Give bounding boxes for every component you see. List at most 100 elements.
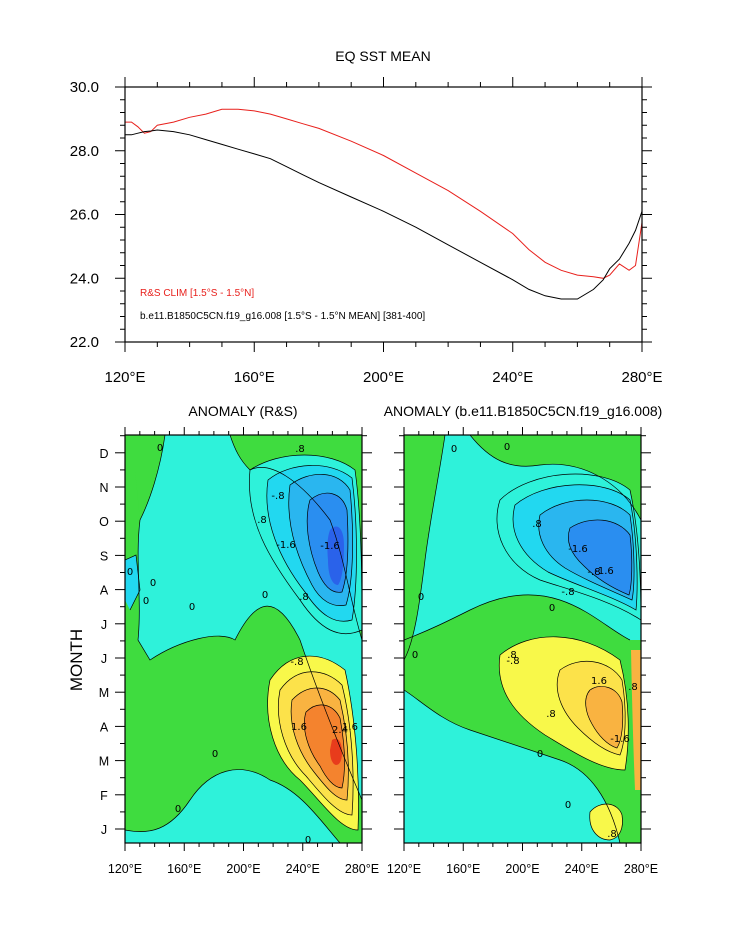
anomaly-rs-y-ticks: J F M A M J J A S O N D <box>99 435 372 837</box>
model-region-neg3 <box>568 519 632 595</box>
y-tick-label: 24.0 <box>70 270 99 287</box>
top-chart-x-ticks: 120°E 160°E 200°E 240°E 280°E <box>104 77 663 386</box>
month-axis-label: MONTH <box>67 629 86 691</box>
month-tick-label: A <box>100 584 109 598</box>
x-tick-label: 200°E <box>226 862 260 876</box>
contour-label: 0 <box>565 800 571 811</box>
x-tick-label: 280°E <box>345 862 379 876</box>
month-tick-label: S <box>100 549 108 563</box>
month-tick-label: M <box>99 755 109 769</box>
x-tick-label: 200°E <box>363 369 404 386</box>
contour-label: .8 <box>295 444 305 455</box>
contour-label: 0 <box>127 567 133 578</box>
model-region-east-strip <box>631 650 641 790</box>
model-region-pos2 <box>585 686 623 748</box>
contour-label: 0 <box>451 444 457 455</box>
y-tick-label: 22.0 <box>70 334 99 351</box>
model-region-pos-small <box>589 804 623 840</box>
contour-label: -1.6 <box>594 566 614 577</box>
top-chart-frame <box>124 86 643 343</box>
x-tick-label: 240°E <box>286 862 320 876</box>
x-tick-label: 240°E <box>565 862 599 876</box>
anomaly-model-x-ticks: 120°E 160°E 200°E 240°E 280°E <box>387 427 658 876</box>
contour-label: 0 <box>418 592 424 603</box>
contour-label: 1.6 <box>291 722 307 733</box>
anomaly-panel-model: ANOMALY (b.e11.B1850C5CN.f19_g16.008) <box>384 403 663 876</box>
contour-label: -.8 <box>561 587 574 598</box>
x-tick-label: 200°E <box>505 862 539 876</box>
anomaly-rs-title: ANOMALY (R&S) <box>188 403 297 419</box>
contour-label: .8 <box>257 515 267 526</box>
x-tick-label: 280°E <box>624 862 658 876</box>
month-tick-label: J <box>101 652 107 666</box>
anomaly-model-title: ANOMALY (b.e11.B1850C5CN.f19_g16.008) <box>384 403 663 419</box>
contour-label: -.8 <box>271 491 284 502</box>
rs-region-neg-small <box>125 555 140 610</box>
contour-label: 0 <box>412 650 418 661</box>
rs-region-neg4 <box>327 526 344 585</box>
contour-label: 1.6 <box>591 676 607 687</box>
contour-label: .8 <box>628 682 638 693</box>
contour-label: -1.6 <box>320 541 340 552</box>
month-tick-label: J <box>101 823 107 837</box>
anomaly-panel-rs: ANOMALY (R&S) <box>67 403 379 876</box>
contour-label: .8 <box>299 592 309 603</box>
anomaly-rs-x-ticks: 120°E 160°E 200°E 240°E 280°E <box>108 427 379 876</box>
month-tick-label: D <box>99 447 108 461</box>
top-chart-title: EQ SST MEAN <box>335 48 430 64</box>
anomaly-model-contour-field <box>404 435 641 843</box>
contour-label: 0 <box>305 835 311 846</box>
contour-label: 0 <box>189 602 195 613</box>
anomaly-model-y-ticks <box>394 435 651 830</box>
y-tick-label: 26.0 <box>70 207 99 224</box>
contour-label: 0 <box>504 442 510 453</box>
x-tick-label: 120°E <box>108 862 142 876</box>
rs-region-pos3 <box>304 704 345 788</box>
x-tick-label: 160°E <box>167 862 201 876</box>
month-tick-label: F <box>100 789 108 803</box>
contour-label: .8 <box>532 519 542 530</box>
y-tick-label: 30.0 <box>70 79 99 96</box>
contour-label: 0 <box>150 578 156 589</box>
contour-label: .8 <box>546 709 556 720</box>
legend-entry-rs-clim: R&S CLIM [1.5°S - 1.5°N] <box>140 288 254 299</box>
contour-label: -.8 <box>506 656 519 667</box>
month-tick-label: O <box>99 515 109 529</box>
month-tick-label: N <box>99 481 108 495</box>
x-tick-label: 240°E <box>492 369 533 386</box>
contour-label: -1.6 <box>276 540 296 551</box>
x-tick-label: 120°E <box>104 369 145 386</box>
x-tick-label: 280°E <box>621 369 662 386</box>
contour-label: 0 <box>175 804 181 815</box>
model-region-zero-west <box>404 435 445 660</box>
series-line-rs-clim <box>125 108 642 279</box>
contour-label: .8 <box>507 650 517 661</box>
contour-label: 2.4 <box>332 725 348 736</box>
model-region-zero-top <box>470 435 641 520</box>
contour-label: 0 <box>143 596 149 607</box>
contour-label: -1.6 <box>568 544 588 555</box>
contour-label: 1.6 <box>342 722 358 733</box>
top-chart: EQ SST MEAN 22.0 24.0 26.0 28.0 30.0 120°E 16… <box>70 48 663 386</box>
contour-label: .8 <box>607 829 617 840</box>
month-tick-label: M <box>99 686 109 700</box>
x-tick-label: 120°E <box>387 862 421 876</box>
contour-label: 0 <box>549 603 555 614</box>
contour-label: 0 <box>157 443 163 454</box>
contour-label: -.8 <box>587 567 600 578</box>
anomaly-model-contour-labels: 0000000.8.8-.8-.8-.8-1.6-1.6.81.6-1.6.8.… <box>412 442 638 840</box>
anomaly-rs-contour-field <box>125 435 362 843</box>
x-tick-label: 160°E <box>234 369 275 386</box>
month-tick-label: A <box>100 720 109 734</box>
contour-label: -1.6 <box>610 734 630 745</box>
series-line-model-mean <box>125 129 642 300</box>
x-tick-label: 160°E <box>446 862 480 876</box>
contour-label: -.8 <box>290 657 303 668</box>
contour-label: 0 <box>212 749 218 760</box>
month-tick-label: J <box>101 618 107 632</box>
top-chart-y-ticks: 22.0 24.0 26.0 28.0 30.0 <box>70 79 652 351</box>
legend-entry-model-mean: b.e11.B1850C5CN.f19_g16.008 [1.5°S - 1.5… <box>140 311 425 322</box>
contour-label: 0 <box>262 590 268 601</box>
